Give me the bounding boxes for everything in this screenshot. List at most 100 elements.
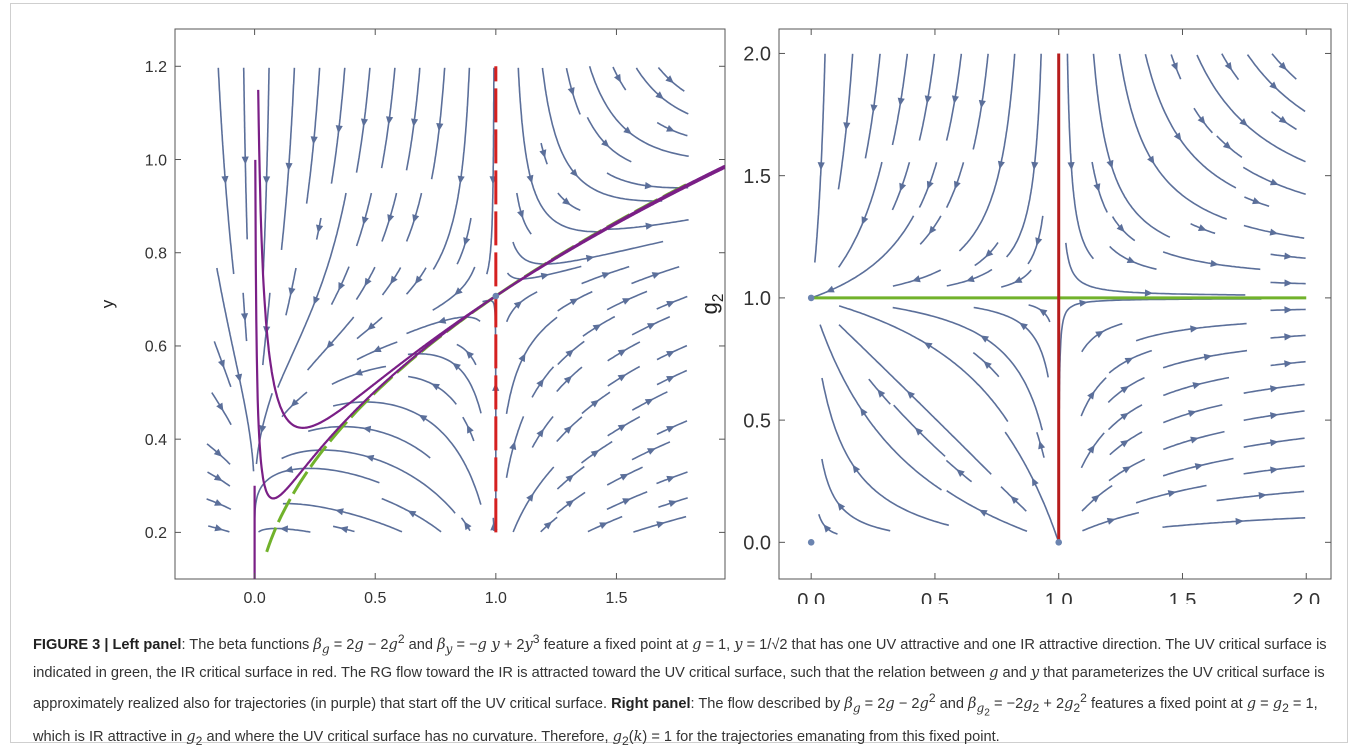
stream-arrowhead [651,272,661,279]
stream-arrowhead [997,160,1005,170]
stream-arrowhead [1087,444,1095,454]
stream-arrowhead [1031,161,1039,171]
stream-arrowhead [644,182,654,190]
stream-line [281,449,456,514]
trajectory-line [254,159,497,500]
stream-line [432,266,476,311]
fixed-point [807,294,815,302]
stream-arrowhead [567,87,575,96]
y-axis-label: g2 [697,294,727,315]
stream-arrowhead [339,526,349,534]
stream-line [1065,242,1246,296]
stream-arrowhead [1198,224,1207,231]
stream-line [973,306,1049,378]
stream-line [305,67,321,204]
stream-arrowhead [218,359,225,369]
stream-arrowhead [536,428,544,438]
y-tick-label: 0.4 [145,432,167,449]
stream-arrowhead [437,316,447,324]
stream-line [407,353,482,414]
stream-line [517,67,599,233]
stream-line [838,305,1009,423]
stream-arrowhead [518,353,526,363]
stream-line [242,67,248,240]
stream-arrowhead [1067,162,1075,171]
stream-arrowhead [666,376,675,383]
stream-line [821,377,950,527]
stream-arrowhead [360,118,368,127]
stream-line [1118,53,1227,220]
stream-arrowhead [569,298,579,306]
stream-arrowhead [365,454,375,462]
stream-arrowhead [1087,390,1095,400]
stream-arrowhead [923,342,933,350]
stream-line [588,66,689,157]
stream-line [837,161,883,268]
stream-arrowhead [1120,386,1129,394]
stream-arrowhead [565,474,574,483]
stream-line [946,268,993,287]
stream-arrowhead [1120,412,1129,421]
stream-arrowhead [436,123,444,132]
stream-arrowhead [386,116,394,125]
stream-arrowhead [837,502,846,511]
stream-line [1246,54,1306,113]
stream-arrowhead [565,499,575,508]
stream-arrowhead [1269,178,1279,186]
x-tick-label: 1.0 [485,590,507,604]
stream-line [818,513,838,535]
stream-arrowhead [543,521,553,530]
stream-arrowhead [570,168,578,177]
stream-arrowhead [928,225,937,235]
stream-arrowhead [290,398,299,407]
stream-arrowhead [966,275,975,283]
stream-arrowhead [592,324,602,332]
stream-arrowhead [1224,62,1233,71]
stream-line [1092,53,1171,238]
stream-line [1108,349,1153,374]
stream-arrowhead [1197,115,1206,125]
trajectory-line [495,164,725,297]
stream-arrowhead [1284,252,1293,260]
stream-arrowhead [668,500,678,507]
stream-arrowhead [517,209,524,219]
stream-arrowhead [240,313,249,322]
stream-arrowhead [414,275,423,285]
critical-surfaces [811,53,1307,543]
stream-arrowhead [666,475,675,483]
stream-line [1111,216,1136,242]
stream-arrowhead [617,374,627,382]
stream-arrowhead [1126,256,1136,263]
stream-arrowhead [1222,141,1232,150]
stream-arrowhead [467,424,474,434]
stream-arrowhead [1192,382,1201,390]
stream-line [837,53,854,190]
y-tick-label: 1.0 [743,288,771,310]
stream-arrowhead [978,99,986,109]
stream-arrowhead [1284,333,1293,341]
stream-lines [811,53,1306,541]
stream-arrowhead [1258,492,1267,500]
stream-arrowhead [647,323,656,330]
stream-line [1080,377,1107,417]
stream-arrowhead [590,399,600,408]
stream-arrowhead [213,473,223,482]
stream-arrowhead [1252,197,1261,205]
stream-arrowhead [843,122,851,131]
stream-arrowhead [954,180,961,190]
stream-arrowhead [367,322,376,331]
figure-canvas: 0.00.51.01.50.20.40.60.81.01.2gy 0.00.51… [98,28,1332,604]
stream-line [512,466,555,533]
stream-line [482,299,497,500]
stream-arrowhead [852,464,861,474]
stream-arrowhead [313,296,320,305]
stream-arrowhead [1270,385,1279,393]
stream-arrowhead [666,301,675,308]
stream-line [541,67,663,202]
stream-arrowhead [1284,279,1293,287]
stream-line [282,502,403,533]
stream-arrowhead [1173,132,1182,141]
stream-arrowhead [1190,436,1199,444]
stream-line [586,116,632,163]
y-tick-label: 1.0 [145,152,167,169]
